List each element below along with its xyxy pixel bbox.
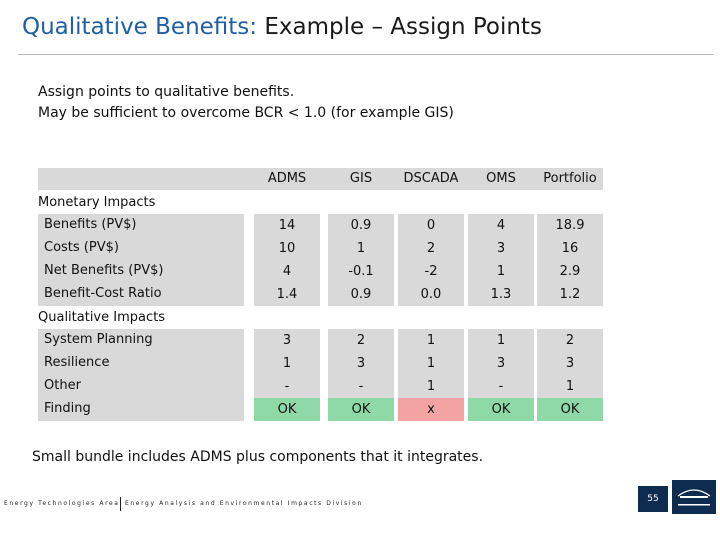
table-cell: 2 [328, 329, 394, 352]
table-cell: 4 [468, 214, 534, 237]
table-cell: 1.2 [537, 283, 603, 306]
table-cell: 18.9 [537, 214, 603, 237]
table-cell: 1.3 [468, 283, 534, 306]
lab-logo-icon [672, 480, 716, 514]
table-cell: - [468, 375, 534, 398]
table-cell: -0.1 [328, 260, 394, 283]
table-cell: 4 [254, 260, 320, 283]
intro-line-1: Assign points to qualitative benefits. [38, 84, 295, 100]
table-cell: 0.9 [328, 283, 394, 306]
table-cell: 1 [398, 375, 464, 398]
table-cell: 1 [468, 329, 534, 352]
table-cell: 2 [398, 237, 464, 260]
table-cell: 3 [537, 352, 603, 375]
table-cell: - [254, 375, 320, 398]
monetary-label-band [38, 214, 244, 306]
table-cell: - [328, 375, 394, 398]
table-cell: 3 [254, 329, 320, 352]
closing-note: Small bundle includes ADMS plus componen… [32, 449, 484, 465]
table-cell: 0.9 [328, 214, 394, 237]
column-header: DSCADA [398, 168, 464, 190]
intro-text: Assign points to qualitative benefits. M… [38, 82, 454, 124]
table-cell: 10 [254, 237, 320, 260]
finding-cell: OK [468, 398, 534, 421]
title-rest: Example – Assign Points [257, 14, 542, 40]
table-cell: 3 [468, 237, 534, 260]
table-cell: 2 [537, 329, 603, 352]
title-accent: Qualitative Benefits: [22, 14, 258, 40]
row-label: System Planning [44, 332, 153, 347]
table-cell: 14 [254, 214, 320, 237]
footer-division-name: Energy Analysis and Environmental Impact… [125, 500, 363, 507]
table-cell: 1 [328, 237, 394, 260]
page-number: 55 [638, 486, 668, 512]
table-cell: 1 [537, 375, 603, 398]
table-cell: 2.9 [537, 260, 603, 283]
table-cell: 1.4 [254, 283, 320, 306]
table-cell: 1 [254, 352, 320, 375]
section-label: Monetary Impacts [38, 195, 156, 210]
slide-title: Qualitative Benefits: Example – Assign P… [22, 14, 542, 40]
row-label: Resilience [44, 355, 110, 370]
finding-cell: x [398, 398, 464, 421]
title-divider [18, 54, 714, 55]
column-header: OMS [468, 168, 534, 190]
footer-separator [120, 497, 121, 511]
column-header: ADMS [254, 168, 320, 190]
table-cell: 0.0 [398, 283, 464, 306]
table-cell: 3 [328, 352, 394, 375]
table-cell: -2 [398, 260, 464, 283]
row-label: Net Benefits (PV$) [44, 263, 164, 278]
table-cell: 3 [468, 352, 534, 375]
row-label: Finding [44, 401, 91, 416]
finding-cell: OK [328, 398, 394, 421]
table-cell: 1 [398, 352, 464, 375]
table-cell: 16 [537, 237, 603, 260]
column-header: Portfolio [537, 168, 603, 190]
row-label: Benefits (PV$) [44, 217, 137, 232]
qualitative-label-band [38, 329, 244, 421]
table-cell: 1 [468, 260, 534, 283]
row-label: Costs (PV$) [44, 240, 119, 255]
finding-cell: OK [537, 398, 603, 421]
column-header: GIS [328, 168, 394, 190]
intro-line-2: May be sufficient to overcome BCR < 1.0 … [38, 105, 454, 121]
table-cell: 1 [398, 329, 464, 352]
row-label: Other [44, 378, 81, 393]
finding-cell: OK [254, 398, 320, 421]
row-label: Benefit-Cost Ratio [44, 286, 162, 301]
table-cell: 0 [398, 214, 464, 237]
footer-org-name: Energy Technologies Area [4, 500, 120, 507]
section-label: Qualitative Impacts [38, 310, 165, 325]
